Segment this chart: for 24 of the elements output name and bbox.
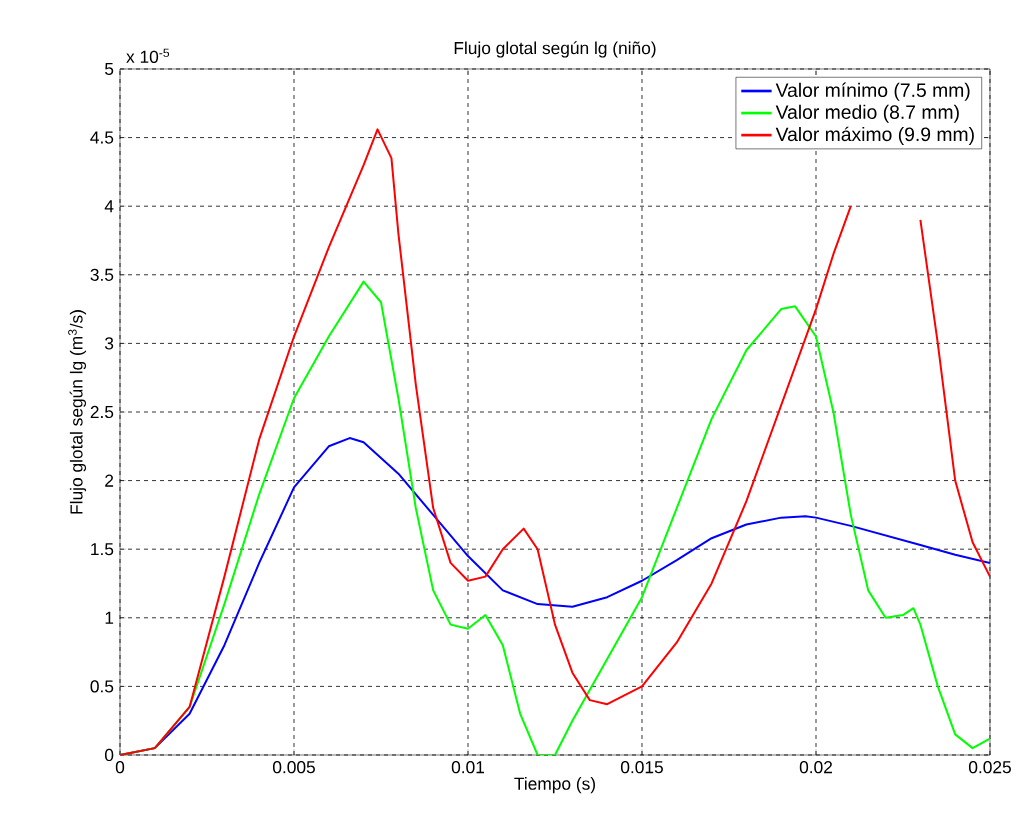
y-tick-label: 4 xyxy=(104,200,114,213)
y-axis-title: Flujo glotal según lg (m$^{3}$/s) xyxy=(68,310,87,514)
x-axis-title: Tiempo (s) xyxy=(514,777,595,794)
y-tick-label: 1.5 xyxy=(91,543,114,556)
y-tick-label: 1 xyxy=(105,611,114,624)
y-tick-label: 5 xyxy=(105,62,114,76)
y-tick-label: 4.5 xyxy=(90,131,114,144)
x-tick-label: 0.005 xyxy=(272,761,315,774)
x-tick-label: 0.02 xyxy=(799,761,832,774)
chart-title: Flujo glotal según lg (niño) xyxy=(454,41,656,58)
y-tick-label: 3 xyxy=(104,337,114,350)
y-tick-label: 2 xyxy=(105,474,114,487)
y-tick-label: 2.5 xyxy=(90,405,114,419)
x-tick-label: 0 xyxy=(115,761,125,774)
x-tick-label: 0.015 xyxy=(620,761,663,774)
x-tick-label: 0.01 xyxy=(451,761,485,774)
text: x 10$^{-5}$ xyxy=(126,48,170,63)
y-tick-label: 3.5 xyxy=(90,268,114,281)
legend-label: Valor mínimo (7.5 mm) xyxy=(775,82,970,101)
y-tick-label: 0.5 xyxy=(90,680,114,693)
x-tick-label: 0.025 xyxy=(968,761,1011,774)
legend-label: Valor medio (8.7 mm) xyxy=(775,104,959,123)
legend-label: Valor máximo (9.9 mm) xyxy=(775,126,974,145)
y-tick-label: 0 xyxy=(104,748,114,762)
